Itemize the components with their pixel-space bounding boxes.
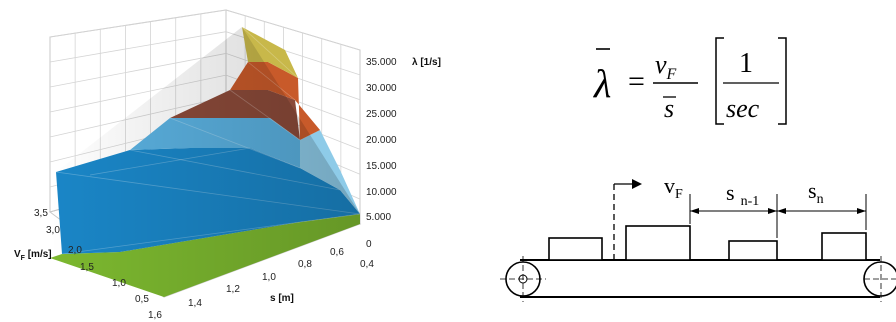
s-n-label: sn xyxy=(808,178,824,207)
unit-denominator: sec xyxy=(726,94,760,123)
part-4 xyxy=(822,233,866,260)
part-2 xyxy=(626,226,690,260)
z-tick-0: 0 xyxy=(366,239,372,250)
s-tick-0-6: 0,6 xyxy=(330,247,344,258)
vf-tick-3-0: 3,0 xyxy=(46,225,60,236)
surface-chart: 0 5.000 10.000 15.000 20.000 25.000 30.0… xyxy=(14,10,441,321)
part-1 xyxy=(549,238,602,260)
part-3 xyxy=(729,241,777,260)
s-tick-1-4: 1,4 xyxy=(188,298,202,309)
z-tick-15000: 15.000 xyxy=(366,161,397,172)
right-bracket xyxy=(778,38,786,124)
formula-denominator: s xyxy=(664,94,674,123)
s-tick-1-6: 1,6 xyxy=(148,310,162,321)
wall-gridline xyxy=(50,10,360,50)
formula-numerator: vF xyxy=(655,50,677,83)
z-tick-35000: 35.000 xyxy=(366,57,397,68)
z-tick-10000: 10.000 xyxy=(366,187,397,198)
vf-tick-0-5: 0,5 xyxy=(135,294,149,305)
vf-tick-3-5: 3,5 xyxy=(34,208,48,219)
z-axis: 0 5.000 10.000 15.000 20.000 25.000 30.0… xyxy=(366,57,441,250)
s-prev-label: s n-1 xyxy=(726,180,759,209)
z-tick-30000: 30.000 xyxy=(366,83,397,94)
conveyor-diagram: vF s n-1 sn xyxy=(500,173,896,302)
s-axis-title: s [m] xyxy=(270,293,294,304)
s-tick-1-2: 1,2 xyxy=(226,284,240,295)
vf-tick-1-0: 1,0 xyxy=(112,278,126,289)
formula-equals: = xyxy=(628,65,645,98)
z-tick-25000: 25.000 xyxy=(366,109,397,120)
vf-tick-2-0: 2,0 xyxy=(68,245,82,256)
z-tick-5000: 5.000 xyxy=(366,212,391,223)
vf-label: vF xyxy=(664,173,683,202)
unit-numerator: 1 xyxy=(739,48,753,79)
vf-arrow-icon xyxy=(632,179,642,189)
vf-axis-title: VF [m/s] xyxy=(14,249,52,262)
surface-mesh xyxy=(50,27,360,297)
z-tick-20000: 20.000 xyxy=(366,135,397,146)
z-axis-title: λ [1/s] xyxy=(412,57,441,68)
s-tick-1-0: 1,0 xyxy=(262,272,276,283)
formula-lambda: λ xyxy=(593,61,611,106)
lambda-formula: λ = vF s 1 sec xyxy=(593,38,786,124)
left-bracket xyxy=(716,38,724,124)
s-tick-0-4: 0,4 xyxy=(360,259,374,270)
vf-tick-1-5: 1,5 xyxy=(80,262,94,273)
s-tick-0-8: 0,8 xyxy=(298,259,312,270)
